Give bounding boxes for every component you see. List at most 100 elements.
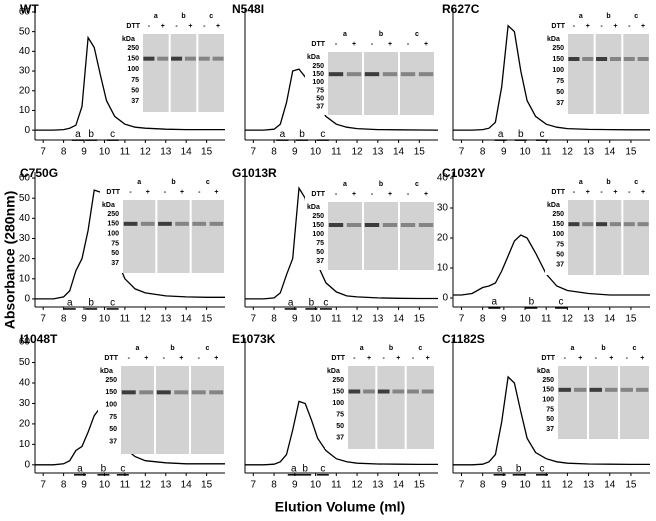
x-tick-label: 8: [271, 314, 277, 325]
dtt-sign: -: [407, 41, 410, 48]
dtt-label: DTT: [551, 23, 565, 30]
dtt-sign: -: [600, 189, 603, 196]
x-tick-label: 12: [562, 314, 574, 325]
lane-group-label: a: [137, 179, 141, 186]
gel-lane: [400, 52, 434, 115]
fraction-label: c: [110, 129, 115, 140]
gel-lane: [568, 34, 594, 114]
gel-band: [418, 223, 434, 227]
dtt-sign: +: [367, 355, 371, 362]
dtt-sign: -: [198, 189, 201, 196]
gel-lane: [328, 202, 362, 270]
gel-band: [328, 223, 344, 227]
gel-band: [143, 56, 155, 61]
x-tick-label: 15: [625, 480, 637, 491]
gel-lane: [620, 366, 649, 439]
dtt-sign: +: [641, 23, 645, 30]
x-tick-label: 15: [414, 314, 426, 325]
lane-group-label: a: [154, 13, 158, 20]
dtt-sign: +: [146, 189, 150, 196]
x-tick-label: 9: [501, 314, 507, 325]
marker-label: 150: [105, 389, 117, 396]
fraction-label: a: [288, 298, 294, 309]
gel-band: [346, 72, 362, 77]
x-tick-label: 15: [414, 480, 426, 491]
gel-band: [140, 221, 155, 226]
y-tick-label: 50: [19, 357, 31, 368]
fraction-label: a: [497, 463, 503, 474]
gel-band: [364, 72, 380, 77]
marker-label: 50: [111, 250, 119, 257]
lane-group-label: c: [206, 345, 210, 352]
y-tick-label: 40: [19, 46, 31, 57]
y-axis-label: Absorbance (280nm): [2, 191, 18, 329]
dtt-sign: +: [396, 355, 400, 362]
gel-lane: [406, 366, 434, 449]
x-tick-label: 11: [120, 480, 131, 491]
gel-band: [198, 56, 210, 61]
marker-label: 150: [332, 388, 344, 395]
x-tick-label: 7: [251, 147, 257, 158]
x-tick-label: 7: [40, 480, 46, 491]
marker-label: 37: [556, 100, 564, 107]
marker-label: 100: [542, 397, 554, 404]
y-tick-label: 10: [19, 439, 31, 450]
fraction-label: a: [492, 297, 498, 308]
dtt-sign: -: [198, 355, 201, 362]
x-tick-label: 15: [201, 314, 213, 325]
dtt-sign: +: [388, 41, 392, 48]
gel-lane: [191, 366, 224, 454]
dtt-sign: +: [161, 23, 165, 30]
dtt-sign: -: [353, 355, 356, 362]
x-tick-label: 9: [81, 314, 87, 325]
gel-band: [421, 389, 434, 394]
gel-band: [158, 221, 172, 226]
marker-label: 75: [109, 414, 117, 421]
x-tick-label: 11: [541, 147, 552, 158]
x-tick-label: 10: [519, 147, 531, 158]
gel-band: [609, 222, 621, 227]
x-tick-label: 10: [99, 147, 111, 158]
marker-label: 75: [556, 78, 564, 85]
gel-lane: [623, 200, 649, 275]
gel-band: [568, 222, 580, 227]
gel-lane: [191, 200, 224, 273]
gel-lane: [156, 366, 189, 454]
gel-band: [418, 72, 434, 77]
gel-lane: [157, 200, 190, 273]
x-tick-label: 7: [459, 314, 465, 325]
fraction-label: c: [120, 463, 125, 474]
panel-title: I1048T: [20, 332, 58, 346]
x-tick-label: 11: [331, 480, 342, 491]
lane-group-label: c: [634, 179, 638, 186]
x-tick-label: 12: [352, 480, 364, 491]
x-tick-label: 9: [81, 480, 87, 491]
x-tick-label: 8: [61, 147, 67, 158]
x-tick-label: 15: [201, 480, 213, 491]
fraction-label: b: [529, 297, 535, 308]
x-tick-label: 9: [292, 314, 298, 325]
marker-label: 50: [131, 88, 139, 95]
x-tick-label: 11: [331, 314, 342, 325]
dtt-sign: +: [216, 23, 220, 30]
gel-band: [582, 222, 594, 227]
gel-band: [377, 389, 390, 394]
lane-group-label: c: [206, 179, 210, 186]
x-tick-label: 13: [160, 314, 172, 325]
fraction-label: c: [539, 129, 544, 140]
gel-band: [407, 389, 419, 394]
kda-label: kDa: [100, 368, 113, 375]
gel-band: [363, 389, 375, 394]
marker-label: 75: [316, 240, 324, 247]
marker-label: 37: [316, 104, 324, 111]
marker-label: 100: [552, 231, 564, 238]
x-tick-label: 8: [480, 147, 486, 158]
panel-title: N548I: [232, 2, 264, 16]
marker-label: 150: [312, 222, 324, 229]
marker-label: 75: [131, 77, 139, 84]
x-tick-label: 14: [393, 480, 405, 491]
x-tick-label: 10: [310, 147, 322, 158]
dtt-sign: -: [335, 191, 338, 198]
marker-label: 250: [552, 211, 564, 218]
